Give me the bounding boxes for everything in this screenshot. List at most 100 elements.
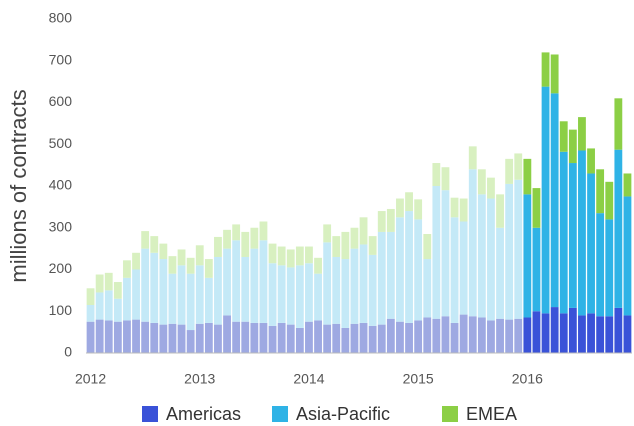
bar-segment bbox=[277, 322, 286, 353]
bar-segment bbox=[286, 267, 295, 325]
bar-segment bbox=[396, 198, 404, 218]
x-tick-label: 2016 bbox=[512, 371, 543, 387]
bar-segment bbox=[323, 224, 332, 243]
bar-segment bbox=[368, 254, 377, 326]
bar-segment bbox=[578, 117, 586, 151]
y-tick-label: 100 bbox=[49, 302, 73, 318]
bar-segment bbox=[286, 249, 295, 268]
bar-segment bbox=[359, 217, 368, 245]
bar-segment bbox=[559, 121, 568, 152]
bar-segment bbox=[223, 229, 231, 249]
bar-segment bbox=[514, 318, 523, 353]
bar-segment bbox=[550, 307, 559, 353]
bar-segment bbox=[477, 317, 486, 353]
bar-segment bbox=[295, 265, 304, 328]
bar-segment bbox=[113, 321, 122, 353]
bar-segment bbox=[505, 319, 514, 353]
bar-segment bbox=[259, 221, 268, 241]
bar-segment bbox=[150, 322, 159, 353]
bar-segment bbox=[268, 325, 277, 353]
bar-segment bbox=[459, 221, 468, 315]
bar-segment bbox=[259, 240, 268, 323]
y-tick-label: 600 bbox=[49, 93, 73, 109]
bar-segment bbox=[578, 315, 586, 353]
bar-segment bbox=[396, 321, 404, 353]
bar-segment bbox=[514, 179, 523, 319]
bar-segment bbox=[596, 316, 605, 353]
bar-segment bbox=[204, 259, 213, 278]
bar-segment bbox=[487, 198, 495, 321]
bar-segment bbox=[350, 227, 359, 249]
bar-segment bbox=[86, 288, 95, 305]
bar-segment bbox=[123, 277, 131, 321]
bar-segment bbox=[177, 324, 186, 353]
bar-segment bbox=[587, 148, 595, 174]
bar-segment bbox=[332, 323, 341, 353]
y-tick-label: 800 bbox=[49, 10, 73, 26]
bar-segment bbox=[241, 321, 250, 353]
bar-segment bbox=[568, 163, 577, 308]
legend-swatch bbox=[142, 406, 158, 422]
bar-segment bbox=[587, 313, 595, 353]
bar-segment bbox=[204, 322, 213, 353]
bar-segment bbox=[214, 256, 222, 325]
bar-segment bbox=[505, 183, 514, 320]
bar-segment bbox=[232, 321, 241, 353]
bar-segment bbox=[186, 273, 195, 331]
bar-segment bbox=[541, 86, 550, 314]
bar-segment bbox=[623, 196, 632, 316]
bar-segment bbox=[614, 98, 623, 150]
bar-segment bbox=[396, 217, 404, 322]
bar-segment bbox=[423, 317, 432, 353]
bar-segment bbox=[496, 194, 504, 228]
bar-segment bbox=[487, 320, 495, 353]
bar-segment bbox=[496, 227, 504, 319]
bar-segment bbox=[377, 324, 386, 353]
bar-segment bbox=[268, 243, 277, 264]
bar-segment bbox=[423, 259, 432, 318]
bar-segment bbox=[450, 322, 459, 353]
bar-segment bbox=[123, 320, 131, 353]
bar-segment bbox=[341, 259, 350, 328]
bar-segment bbox=[414, 320, 423, 353]
bar-segment bbox=[477, 194, 486, 318]
legend-label: Americas bbox=[166, 404, 241, 424]
bar-segment bbox=[596, 169, 605, 214]
bar-segment bbox=[459, 198, 468, 222]
bar-segment bbox=[605, 316, 614, 353]
bar-segment bbox=[277, 246, 286, 266]
bar-segment bbox=[314, 257, 322, 274]
bar-segment bbox=[123, 260, 131, 278]
bar-segment bbox=[368, 325, 377, 353]
bar-segment bbox=[86, 321, 95, 353]
bar-segment bbox=[514, 153, 523, 180]
bar-segment bbox=[168, 273, 177, 324]
bar-segment bbox=[532, 311, 541, 353]
bar-segment bbox=[341, 327, 350, 353]
bar-segment bbox=[323, 324, 332, 353]
bar-segment bbox=[95, 274, 104, 293]
y-tick-label: 200 bbox=[49, 260, 73, 276]
bar-segment bbox=[250, 248, 259, 323]
bar-segment bbox=[541, 313, 550, 353]
y-tick-label: 0 bbox=[64, 344, 72, 360]
bar-segment bbox=[314, 320, 322, 353]
bar-segment bbox=[195, 245, 204, 266]
bar-segment bbox=[432, 163, 441, 186]
bar-segment bbox=[113, 298, 122, 322]
bar-segment bbox=[141, 248, 150, 322]
bar-segment bbox=[186, 330, 195, 353]
bar-segment bbox=[550, 93, 559, 308]
bar-segment bbox=[95, 292, 104, 320]
bar-segment bbox=[541, 52, 550, 87]
bar-segment bbox=[405, 211, 413, 323]
bar-segment bbox=[295, 327, 304, 353]
bar-segment bbox=[86, 304, 95, 322]
bar-segment bbox=[487, 177, 495, 199]
bar-segment bbox=[496, 318, 504, 353]
bar-segment bbox=[432, 186, 441, 319]
bar-segment bbox=[223, 315, 231, 353]
bar-segment bbox=[132, 319, 140, 353]
bar-segment bbox=[168, 256, 177, 274]
